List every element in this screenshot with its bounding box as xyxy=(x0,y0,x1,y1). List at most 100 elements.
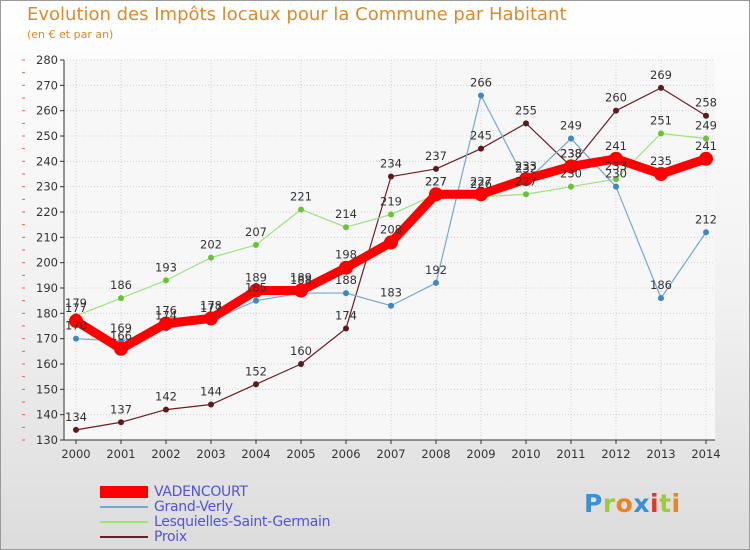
data-label-grand-verly: 185 xyxy=(245,281,267,295)
data-label-lesquielles-saint-germain: 202 xyxy=(200,238,222,252)
data-label-vadencourt: 238 xyxy=(560,146,582,160)
point-lesquielles-saint-germain xyxy=(658,130,664,137)
point-lesquielles-saint-germain xyxy=(613,176,619,183)
legend-label-grand-verly: Grand-Verly xyxy=(154,498,233,515)
point-proix xyxy=(613,107,619,114)
data-label-grand-verly: 212 xyxy=(695,212,717,226)
point-vadencourt xyxy=(609,151,623,166)
x-tick-label: 2011 xyxy=(556,447,585,461)
data-label-lesquielles-saint-germain: 207 xyxy=(245,225,267,239)
point-proix xyxy=(433,165,439,172)
point-vadencourt xyxy=(294,283,308,298)
y-tick-label: 240 xyxy=(36,154,58,168)
x-tick-label: 2014 xyxy=(691,447,720,461)
point-proix xyxy=(703,112,709,119)
x-tick-label: 2003 xyxy=(196,447,225,461)
point-vadencourt xyxy=(339,260,353,275)
y-tick-label: 220 xyxy=(36,205,58,219)
data-label-vadencourt: 227 xyxy=(470,174,492,188)
data-label-grand-verly: 183 xyxy=(380,286,402,300)
y-tick-label: 140 xyxy=(36,408,58,422)
point-grand-verly xyxy=(433,279,439,286)
point-lesquielles-saint-germain xyxy=(253,241,259,248)
data-label-proix: 144 xyxy=(200,385,222,399)
point-vadencourt xyxy=(384,235,398,250)
data-label-lesquielles-saint-germain: 249 xyxy=(695,119,717,133)
data-label-grand-verly: 192 xyxy=(425,263,447,277)
data-label-lesquielles-saint-germain: 227 xyxy=(515,174,537,188)
data-label-lesquielles-saint-germain: 233 xyxy=(605,159,627,173)
legend-item-lesquielles[interactable]: Lesquielles-Saint-Germain xyxy=(100,514,331,530)
point-vadencourt xyxy=(519,172,533,187)
point-vadencourt xyxy=(474,187,488,202)
legend-swatch-lesquielles xyxy=(100,520,148,523)
x-tick-label: 2009 xyxy=(466,447,495,461)
chart-title: Evolution des Impôts locaux pour la Comm… xyxy=(27,4,567,25)
point-proix xyxy=(73,426,79,433)
y-tick-label: 180 xyxy=(36,306,58,320)
legend-item-proix[interactable]: Proix xyxy=(100,529,330,545)
point-lesquielles-saint-germain xyxy=(703,135,709,142)
data-label-vadencourt: 176 xyxy=(155,303,177,317)
data-label-lesquielles-saint-germain: 179 xyxy=(65,296,87,310)
legend-item-vadencourt[interactable]: VADENCOURT xyxy=(100,484,330,500)
data-label-vadencourt: 241 xyxy=(695,139,717,153)
point-vadencourt xyxy=(204,311,218,326)
logo-letter: i xyxy=(671,489,681,518)
x-tick-label: 2013 xyxy=(646,447,675,461)
data-label-proix: 160 xyxy=(290,344,312,358)
data-label-proix: 134 xyxy=(65,410,87,424)
x-tick-label: 2012 xyxy=(601,447,630,461)
point-grand-verly xyxy=(343,290,349,297)
data-label-lesquielles-saint-germain: 251 xyxy=(650,113,672,127)
data-label-grand-verly: 232 xyxy=(515,162,537,176)
data-label-vadencourt: 235 xyxy=(650,154,672,168)
data-label-proix: 245 xyxy=(470,129,492,143)
point-proix xyxy=(208,401,214,408)
data-label-lesquielles-saint-germain: 186 xyxy=(110,278,132,292)
point-grand-verly xyxy=(388,302,394,309)
point-grand-verly xyxy=(478,92,484,99)
y-tick-label: 260 xyxy=(36,104,58,118)
legend-item-grand-verly[interactable]: Grand-Verly xyxy=(100,498,330,515)
data-label-proix: 152 xyxy=(245,364,267,378)
x-tick-label: 2002 xyxy=(151,447,180,461)
y-tick-label: 280 xyxy=(36,53,58,67)
logo-letter: P xyxy=(584,489,603,518)
plot-area xyxy=(64,60,715,440)
data-label-proix: 255 xyxy=(515,103,537,117)
point-proix xyxy=(118,419,124,426)
point-grand-verly xyxy=(253,297,259,304)
point-proix xyxy=(478,145,484,152)
data-label-lesquielles-saint-germain: 214 xyxy=(335,207,357,221)
legend-swatch-vadencourt xyxy=(100,485,148,498)
legend-swatch-proix xyxy=(100,535,148,538)
data-label-grand-verly: 249 xyxy=(560,119,582,133)
data-label-lesquielles-saint-germain: 230 xyxy=(560,167,582,181)
point-proix xyxy=(343,325,349,332)
data-label-grand-verly: 266 xyxy=(470,75,492,89)
point-vadencourt xyxy=(69,313,83,328)
logo-letter: i xyxy=(650,489,660,518)
series-points xyxy=(69,84,713,433)
y-tick-label: 250 xyxy=(36,129,58,143)
data-label-grand-verly: 174 xyxy=(155,309,177,323)
logo-letter: t xyxy=(659,489,672,518)
x-tick-label: 2010 xyxy=(511,447,540,461)
data-label-vadencourt: 233 xyxy=(515,159,537,173)
point-lesquielles-saint-germain xyxy=(568,183,574,190)
point-proix xyxy=(298,361,304,367)
data-label-grand-verly: 170 xyxy=(65,319,87,333)
data-label-lesquielles-saint-germain: 193 xyxy=(155,260,177,274)
point-lesquielles-saint-germain xyxy=(343,224,349,231)
data-label-grand-verly: 230 xyxy=(605,167,627,181)
logo-letter: x xyxy=(633,489,650,518)
point-proix xyxy=(163,406,169,413)
logo-letter: r xyxy=(602,489,616,518)
data-label-vadencourt: 189 xyxy=(290,271,312,285)
y-tick-label: 190 xyxy=(36,281,58,295)
data-label-proix: 137 xyxy=(110,402,132,416)
point-vadencourt xyxy=(429,187,443,202)
y-tick-label: 160 xyxy=(36,357,58,371)
